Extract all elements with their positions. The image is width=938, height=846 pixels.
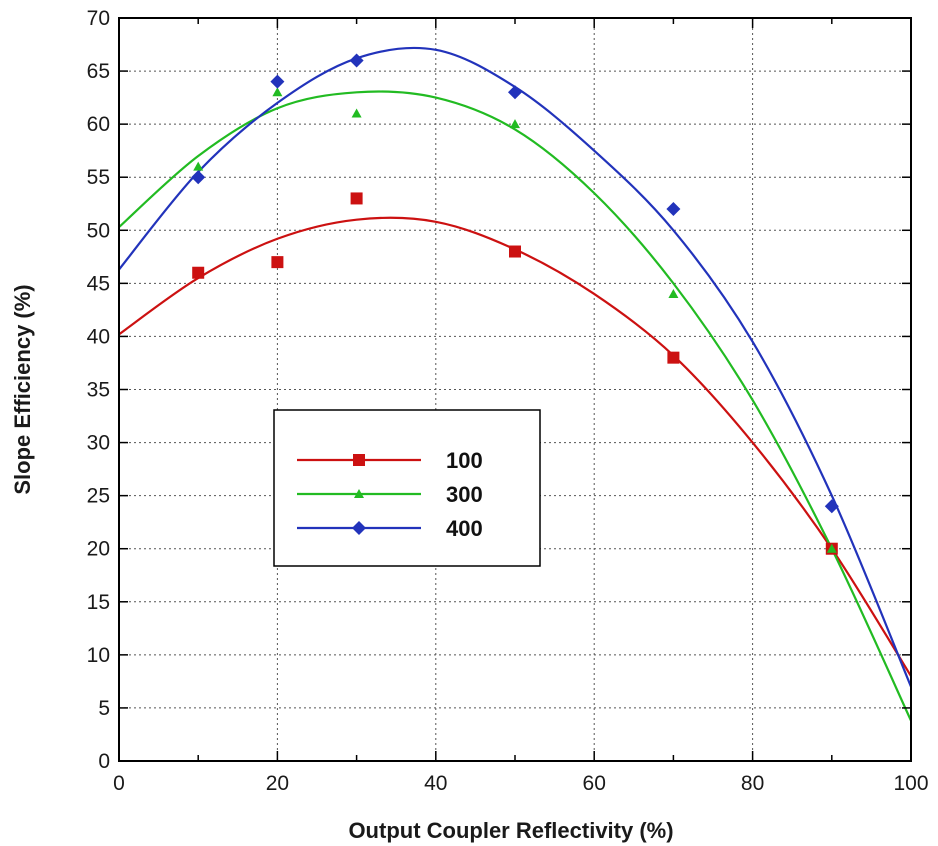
y-tick-label: 40 [87, 325, 110, 348]
legend-label-400: 400 [446, 516, 483, 541]
data-markers [191, 53, 839, 555]
y-tick-label: 30 [87, 432, 110, 455]
y-tick-label: 70 [87, 7, 110, 30]
data-point-400 [508, 85, 522, 100]
tick-labels: 0 20 40 60 80 100 0 5 10 15 20 25 30 35 40 45 50 55 60 65 70 [87, 7, 929, 795]
legend-marker-300 [354, 489, 364, 498]
y-tick-label: 15 [87, 591, 110, 614]
x-tick-label: 100 [893, 772, 928, 795]
data-point-300 [510, 119, 520, 129]
data-point-400 [349, 53, 364, 68]
x-tick-label: 60 [583, 772, 606, 795]
data-point-100 [350, 192, 363, 205]
y-axis-title: Slope Efficiency (%) [10, 284, 35, 494]
fit-curves [118, 46, 913, 722]
data-point-400 [666, 202, 681, 217]
y-tick-label: 50 [87, 219, 110, 242]
data-point-300 [668, 288, 679, 298]
data-point-100 [192, 266, 205, 279]
data-point-100 [271, 256, 284, 269]
y-tick-label: 35 [87, 379, 110, 402]
y-tick-label: 60 [87, 113, 110, 136]
data-point-300 [193, 161, 204, 171]
legend-label-300: 300 [446, 482, 483, 507]
y-tick-label: 0 [98, 750, 110, 773]
y-tick-label: 10 [87, 644, 110, 667]
x-tick-label: 20 [266, 772, 289, 795]
y-tick-label: 65 [87, 60, 110, 83]
legend-marker-400 [352, 521, 366, 535]
y-tick-label: 20 [87, 538, 110, 561]
data-point-300 [826, 543, 837, 553]
data-point-400 [191, 170, 206, 185]
x-tick-label: 80 [741, 772, 764, 795]
y-tick-label: 45 [87, 272, 110, 295]
x-axis-title: Output Coupler Reflectivity (%) [348, 818, 673, 843]
x-tick-label: 40 [424, 772, 447, 795]
y-tick-label: 25 [87, 485, 110, 508]
data-point-400 [824, 499, 839, 514]
data-point-300 [351, 108, 362, 118]
legend-marker-100 [353, 454, 365, 466]
legend-label-100: 100 [446, 448, 483, 473]
y-tick-label: 55 [87, 166, 110, 189]
legend-box [273, 409, 541, 567]
data-point-100 [509, 245, 521, 258]
x-tick-label: 0 [113, 772, 125, 795]
data-point-300 [272, 87, 283, 97]
y-tick-label: 5 [98, 697, 110, 720]
fit-curve-400 [118, 46, 913, 688]
fit-curve-300 [118, 90, 912, 722]
data-point-400 [270, 74, 285, 89]
data-point-100 [667, 351, 680, 364]
fit-curve-100 [118, 216, 912, 677]
legend: 100 300 400 [273, 409, 541, 567]
